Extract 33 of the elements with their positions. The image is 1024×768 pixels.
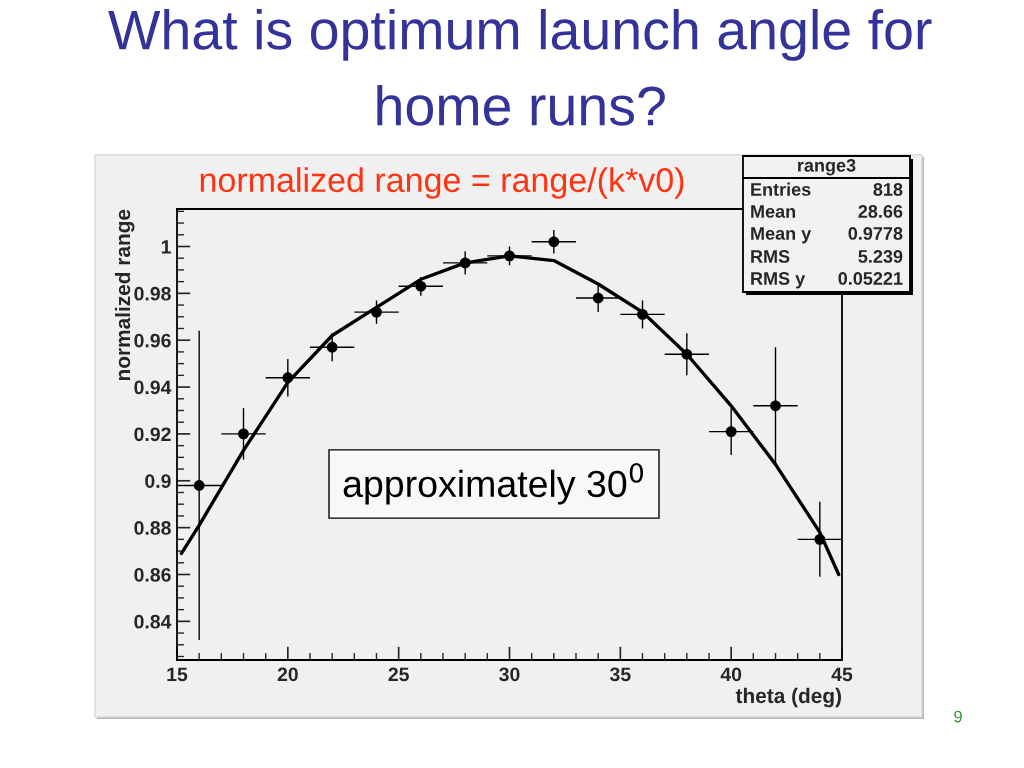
annotation: RMS [751, 250, 790, 263]
x-tick-label: 25 [388, 667, 409, 682]
annotation: RMS y [751, 272, 806, 289]
annotation: 0.05221 [838, 272, 903, 285]
x-tick-label: 30 [499, 667, 520, 682]
text: Entries [751, 182, 811, 196]
x-axis-title: theta (deg) [735, 687, 841, 708]
chart-subtitle: normalized range = range/(k*v0) [200, 167, 684, 199]
text: 9 [954, 710, 962, 723]
annotation: approximately 30$^{0}$ [343, 463, 644, 505]
y-tick-label: 0.88 [134, 521, 171, 535]
text: 818 [873, 183, 903, 196]
y-tick-label: 0.98 [134, 286, 171, 301]
x-tick-label: 15 [167, 667, 188, 682]
y-tick-label: 0.92 [134, 427, 171, 442]
text: range3 [798, 158, 856, 176]
text: 5.239 [858, 250, 903, 263]
y-tick-label: 0.9 [145, 474, 171, 489]
x-tick-label: 35 [609, 667, 631, 682]
y-tick-label: 0.86 [134, 567, 171, 582]
y-tick-label: 0.96 [134, 333, 171, 348]
annotation: Mean [751, 205, 796, 218]
text: 28.66 [858, 205, 903, 218]
x-tick-label: 20 [277, 667, 298, 682]
y-axis-title: normalized range [114, 209, 135, 381]
x-tick-label: 45 [831, 667, 853, 682]
y-tick-label: 0.84 [134, 614, 172, 629]
x-tick-label: 40 [720, 667, 742, 682]
y-tick-label: 1 [161, 240, 171, 254]
y-tick-label: 0.94 [134, 380, 172, 395]
chart-title: What is optimum launch angle for home runs? [108, 9, 932, 126]
text: 0.9778 [848, 227, 903, 240]
annotation: Mean y [751, 227, 812, 244]
